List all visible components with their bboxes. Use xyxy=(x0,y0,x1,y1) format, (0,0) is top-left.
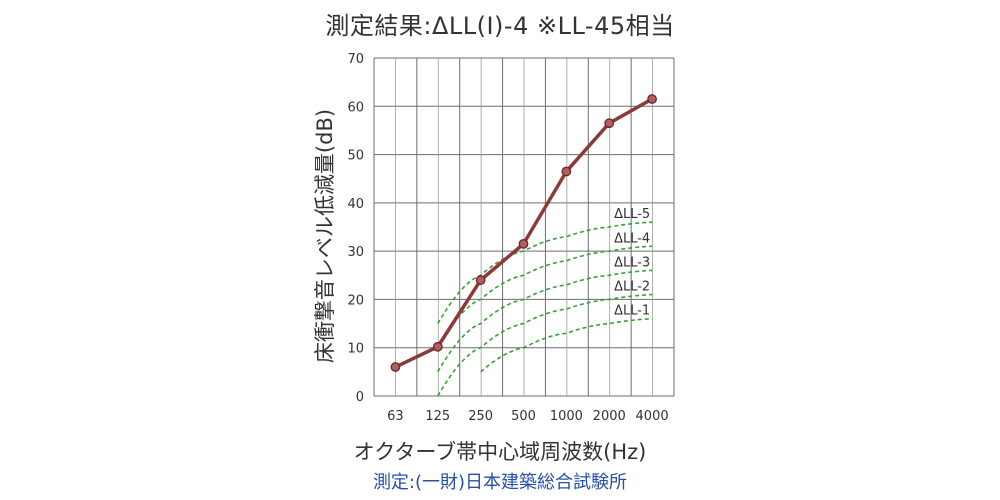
y-tick-label: 60 xyxy=(347,100,364,115)
x-tick-label: 63 xyxy=(387,409,404,424)
reference-curve-label: ΔLL-4 xyxy=(614,231,650,246)
x-axis-label: オクターブ帯中心域周波数(Hz) xyxy=(353,440,647,464)
data-point xyxy=(518,238,529,249)
reference-curve xyxy=(480,317,653,373)
reference-curve-label: ΔLL-5 xyxy=(614,207,650,222)
y-axis-label: 床衝撃音レベル低減量(dB) xyxy=(313,108,337,364)
reference-curve-label: ΔLL-1 xyxy=(614,304,650,319)
series xyxy=(390,94,657,372)
footer-credit: 測定:(一財)日本建築総合試験所 xyxy=(372,472,628,493)
reference-curve-label: ΔLL-3 xyxy=(614,255,650,270)
x-tick-label: 1000 xyxy=(550,409,583,424)
x-axis-ticks: 63 125 250 500 1000 2000 4000 xyxy=(387,409,668,424)
y-tick-label: 50 xyxy=(347,149,364,164)
x-tick-label: 4000 xyxy=(636,409,669,424)
x-tick-label: 125 xyxy=(425,409,450,424)
chart-title: 測定結果:ΔLL(I)-4 ※LL-45相当 xyxy=(325,12,675,40)
reference-curve-label: ΔLL-2 xyxy=(614,280,650,295)
reference-curve xyxy=(437,293,653,397)
data-point xyxy=(475,275,486,286)
reference-curve xyxy=(437,245,653,349)
y-tick-label: 30 xyxy=(347,245,364,260)
data-point xyxy=(432,341,443,352)
x-tick-label: 2000 xyxy=(593,409,626,424)
reference-curve xyxy=(437,221,653,324)
x-tick-label: 250 xyxy=(468,409,493,424)
y-tick-label: 10 xyxy=(347,342,364,357)
y-tick-label: 70 xyxy=(347,52,364,67)
y-tick-label: 40 xyxy=(347,197,364,212)
reference-curves: ΔLL-5 ΔLL-4 ΔLL-3 ΔLL-2 ΔLL-1 xyxy=(437,207,653,397)
y-tick-label: 20 xyxy=(347,293,364,308)
data-point xyxy=(604,118,615,129)
y-axis-ticks: 0 10 20 30 40 50 60 70 xyxy=(347,52,364,405)
reference-curve xyxy=(437,269,653,373)
data-point xyxy=(647,94,657,104)
grid xyxy=(373,57,675,397)
data-point xyxy=(390,362,401,372)
data-point xyxy=(561,166,572,177)
x-tick-label: 500 xyxy=(511,409,536,424)
y-tick-label: 0 xyxy=(356,390,364,405)
